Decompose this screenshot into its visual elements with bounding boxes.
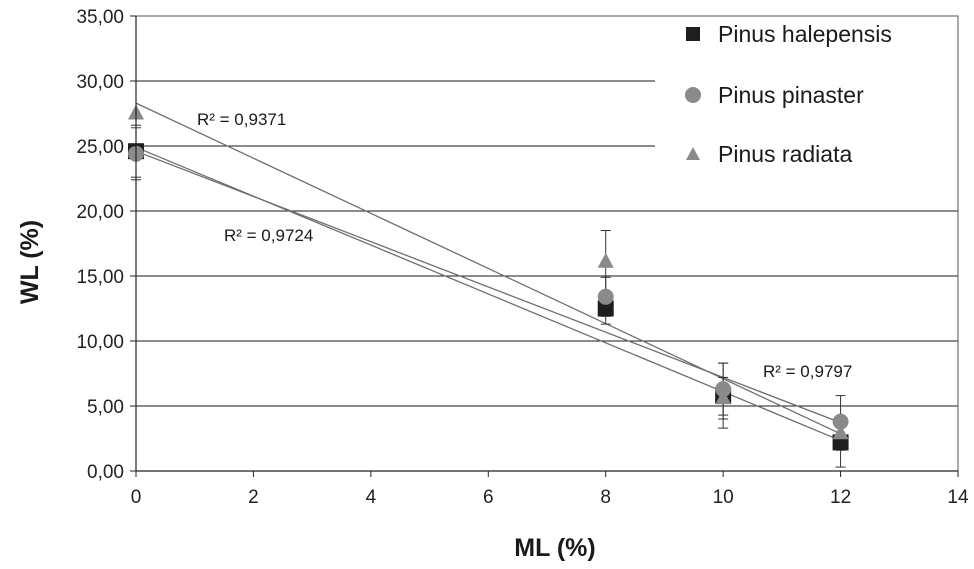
x-axis-label: ML (%) (514, 534, 595, 562)
x-tick-label: 2 (248, 487, 259, 508)
r2-annotation-radiata: R² = 0,9371 (197, 110, 286, 129)
y-tick-label: 35,00 (76, 7, 124, 28)
x-tick-label: 10 (713, 487, 734, 508)
y-tick-label: 0,00 (87, 462, 124, 483)
y-tick-label: 10,00 (76, 332, 124, 353)
data-point-radiata (715, 389, 732, 405)
grid-lines (136, 80, 958, 407)
x-tick-label: 6 (483, 487, 494, 508)
error-bars (131, 124, 846, 468)
legend: Pinus halepensis Pinus pinaster Pinus ra… (685, 21, 892, 167)
x-tick-label: 4 (366, 487, 377, 508)
legend-item-radiata: Pinus radiata (686, 141, 852, 167)
legend-label: Pinus halepensis (718, 21, 892, 47)
legend-label: Pinus radiata (718, 141, 852, 167)
y-tick-label: 30,00 (76, 72, 124, 93)
r2-annotation-pinaster: R² = 0,9797 (763, 362, 852, 381)
legend-triangle-marker (686, 147, 700, 160)
y-tick-label: 5,00 (87, 397, 124, 418)
data-point-radiata (832, 424, 849, 440)
data-point-halepensis (597, 300, 614, 317)
data-points (128, 104, 849, 451)
x-tick-label: 0 (131, 487, 142, 508)
y-tick-label: 15,00 (76, 267, 124, 288)
legend-item-pinaster: Pinus pinaster (685, 82, 864, 108)
data-point-pinaster (715, 381, 732, 398)
legend-item-halepensis: Pinus halepensis (686, 21, 892, 47)
y-tick-label: 20,00 (76, 202, 124, 223)
axes (130, 15, 959, 477)
y-tick-label: 25,00 (76, 137, 124, 158)
y-tick-labels: 0,00 5,00 10,00 15,00 20,00 25,00 30,00 35,00 (76, 7, 124, 483)
legend-circle-marker (685, 87, 701, 103)
legend-label: Pinus pinaster (718, 82, 864, 108)
data-point-radiata (597, 252, 614, 268)
r2-annotation-halepensis: R² = 0,9724 (224, 226, 313, 245)
x-tick-label: 14 (947, 487, 969, 508)
data-point-pinaster (597, 288, 614, 305)
trend-line (135, 150, 841, 424)
x-tick-label: 8 (600, 487, 611, 508)
x-tick-label: 12 (830, 487, 851, 508)
x-tick-labels: 0 2 4 6 8 10 12 14 (131, 487, 969, 508)
data-point-pinaster (832, 413, 849, 430)
y-axis-label: WL (%) (16, 220, 44, 304)
legend-square-marker (686, 27, 700, 41)
